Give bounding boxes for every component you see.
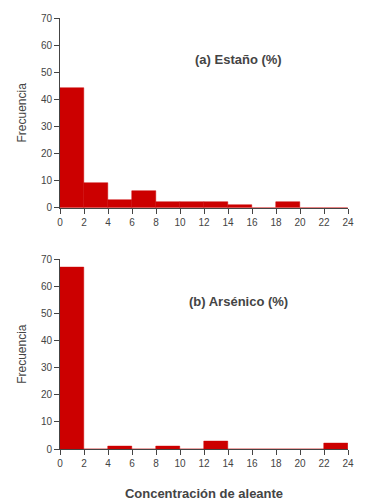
svg-text:60: 60 [41, 40, 53, 51]
svg-text:(b) Arsénico (%): (b) Arsénico (%) [189, 294, 288, 309]
svg-text:2: 2 [81, 217, 87, 228]
svg-text:4: 4 [105, 458, 111, 469]
svg-text:20: 20 [294, 458, 306, 469]
svg-text:60: 60 [41, 281, 53, 292]
svg-text:50: 50 [41, 308, 53, 319]
svg-text:24: 24 [342, 217, 354, 228]
svg-text:18: 18 [270, 458, 282, 469]
svg-text:8: 8 [153, 217, 159, 228]
svg-text:10: 10 [174, 217, 186, 228]
svg-text:14: 14 [222, 217, 234, 228]
svg-text:30: 30 [41, 121, 53, 132]
svg-text:10: 10 [41, 416, 53, 427]
svg-text:20: 20 [41, 148, 53, 159]
svg-text:16: 16 [246, 458, 258, 469]
svg-text:16: 16 [246, 217, 258, 228]
svg-text:6: 6 [129, 458, 135, 469]
svg-text:14: 14 [222, 458, 234, 469]
svg-text:70: 70 [41, 254, 53, 265]
svg-text:Concentración de aleante: Concentración de aleante [125, 486, 283, 501]
svg-text:22: 22 [318, 458, 330, 469]
svg-text:0: 0 [57, 217, 63, 228]
svg-text:40: 40 [41, 335, 53, 346]
svg-text:70: 70 [41, 13, 53, 24]
svg-text:10: 10 [174, 458, 186, 469]
svg-text:18: 18 [270, 217, 282, 228]
svg-text:Frecuencia: Frecuencia [15, 324, 29, 384]
svg-text:6: 6 [129, 217, 135, 228]
svg-text:40: 40 [41, 94, 53, 105]
svg-text:Frecuencia: Frecuencia [15, 83, 29, 143]
svg-text:20: 20 [294, 217, 306, 228]
svg-text:4: 4 [105, 217, 111, 228]
svg-text:8: 8 [153, 458, 159, 469]
svg-text:20: 20 [41, 389, 53, 400]
svg-text:50: 50 [41, 67, 53, 78]
svg-text:24: 24 [342, 458, 354, 469]
svg-text:2: 2 [81, 458, 87, 469]
svg-text:12: 12 [198, 217, 210, 228]
svg-text:10: 10 [41, 175, 53, 186]
svg-text:(a) Estaño (%): (a) Estaño (%) [195, 52, 282, 67]
svg-text:22: 22 [318, 217, 330, 228]
svg-text:0: 0 [57, 458, 63, 469]
svg-text:0: 0 [46, 202, 52, 213]
svg-text:0: 0 [46, 444, 52, 455]
svg-text:30: 30 [41, 362, 53, 373]
svg-text:12: 12 [198, 458, 210, 469]
